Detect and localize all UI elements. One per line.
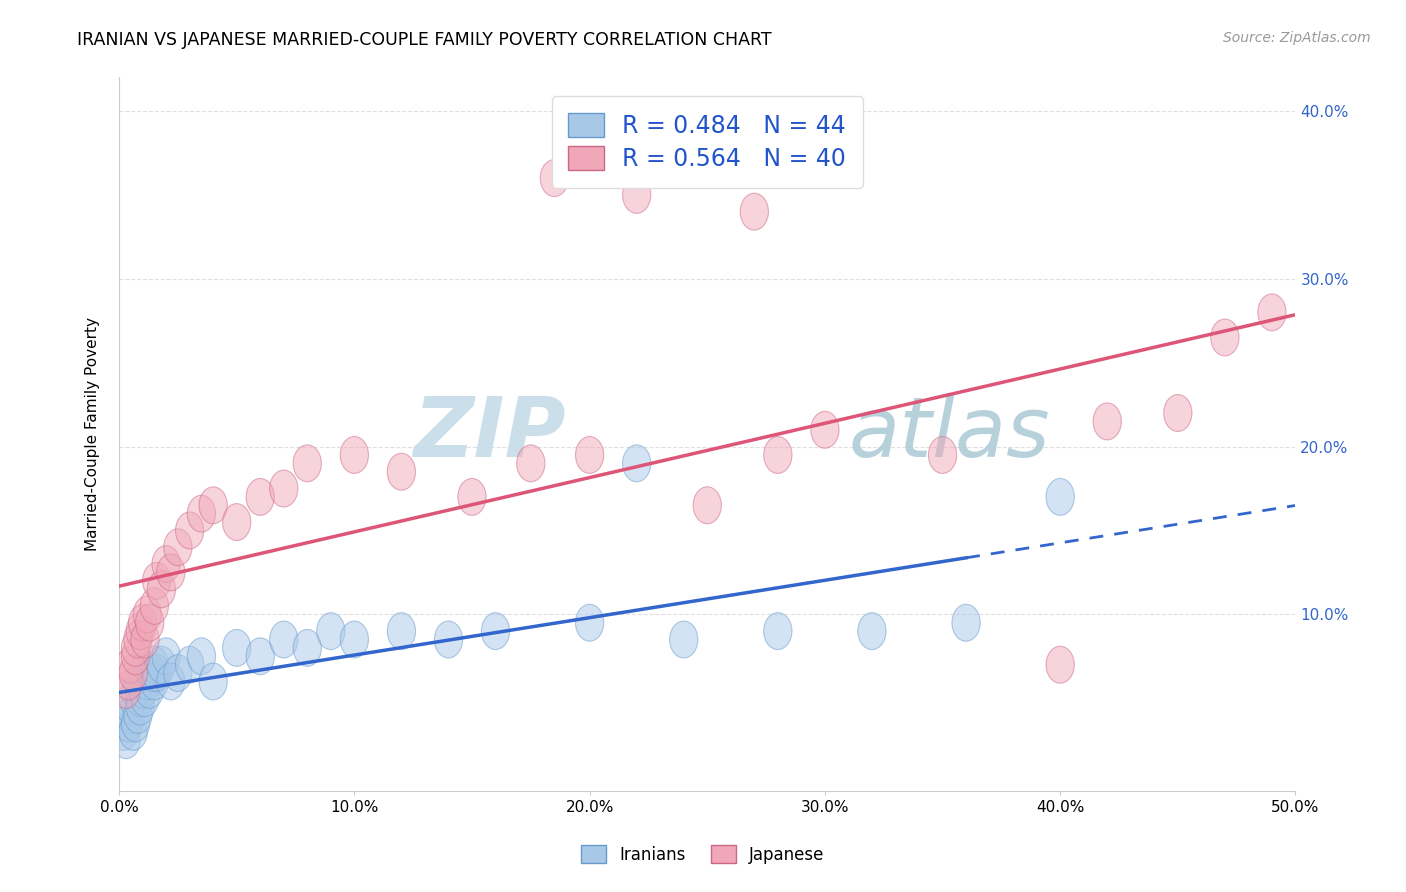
Text: ZIP: ZIP xyxy=(413,393,567,475)
Legend: R = 0.484   N = 44, R = 0.564   N = 40: R = 0.484 N = 44, R = 0.564 N = 40 xyxy=(551,96,863,188)
Legend: Iranians, Japanese: Iranians, Japanese xyxy=(575,838,831,871)
Text: atlas: atlas xyxy=(848,393,1050,475)
Y-axis label: Married-Couple Family Poverty: Married-Couple Family Poverty xyxy=(86,317,100,551)
Text: IRANIAN VS JAPANESE MARRIED-COUPLE FAMILY POVERTY CORRELATION CHART: IRANIAN VS JAPANESE MARRIED-COUPLE FAMIL… xyxy=(77,31,772,49)
Text: Source: ZipAtlas.com: Source: ZipAtlas.com xyxy=(1223,31,1371,45)
